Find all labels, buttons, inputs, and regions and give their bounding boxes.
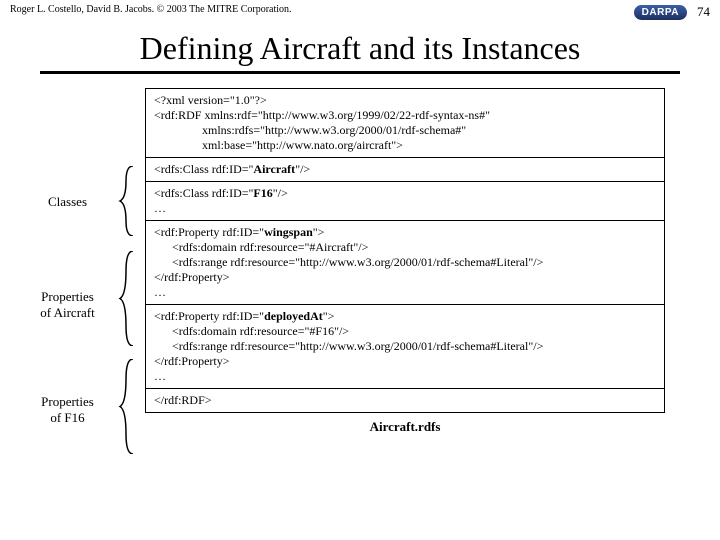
content-area: Classes Propertiesof Aircraft Properties…	[0, 74, 720, 435]
code-xml-decl: <?xml version="1.0"?> <rdf:RDF xmlns:rdf…	[146, 89, 664, 157]
label-classes: Classes	[20, 194, 115, 210]
code-close: </rdf:RDF>	[146, 389, 664, 412]
page-number: 74	[697, 4, 710, 20]
code-box: <?xml version="1.0"?> <rdf:RDF xmlns:rdf…	[145, 88, 665, 413]
slide-title: Defining Aircraft and its Instances	[40, 30, 680, 69]
darpa-logo: DARPA	[634, 5, 687, 20]
title-block: Defining Aircraft and its Instances	[0, 20, 720, 74]
brace-props-aircraft	[118, 251, 138, 346]
copyright-text: Roger L. Costello, David B. Jacobs. © 20…	[10, 4, 292, 15]
label-props-f16: Propertiesof F16	[20, 394, 115, 425]
brace-classes	[118, 166, 138, 236]
code-class-f16: <rdfs:Class rdf:ID="F16"/> …	[146, 182, 664, 220]
caption: Aircraft.rdfs	[145, 419, 665, 435]
brace-props-f16	[118, 359, 138, 454]
header-right: DARPA 74	[634, 4, 710, 20]
code-prop-deployedat: <rdf:Property rdf:ID="deployedAt"> <rdfs…	[146, 305, 664, 388]
slide-header: Roger L. Costello, David B. Jacobs. © 20…	[0, 0, 720, 20]
code-prop-wingspan: <rdf:Property rdf:ID="wingspan"> <rdfs:d…	[146, 221, 664, 304]
code-class-aircraft: <rdfs:Class rdf:ID="Aircraft"/>	[146, 158, 664, 181]
label-props-aircraft: Propertiesof Aircraft	[20, 289, 115, 320]
